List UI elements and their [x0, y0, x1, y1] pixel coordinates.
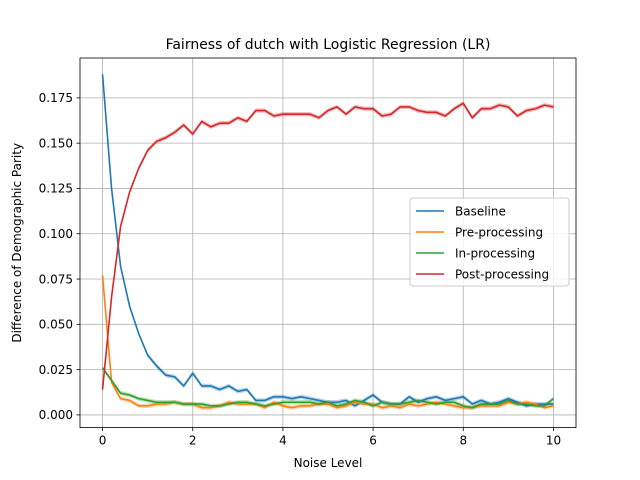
x-axis-ticks: 0 2 4 6 8 10: [99, 427, 561, 448]
legend-label-in-processing: In-processing: [455, 246, 535, 260]
confidence-bands: [102, 72, 554, 410]
series-lines: [101, 74, 554, 409]
legend: Baseline Pre-processing In-processing Post-…: [409, 197, 570, 287]
x-tick-label: 4: [279, 434, 287, 448]
chart-title: Fairness of dutch with Logistic Regressi…: [166, 37, 491, 53]
in-processing-line: [101, 367, 554, 409]
y-axis-ticks: 0.000 0.025 0.050 0.075 0.100 0.125 0.150 0.175: [39, 91, 80, 422]
y-tick-label: 0.150: [39, 136, 73, 150]
y-axis-label: Difference of Demographic Parity: [10, 143, 24, 343]
x-tick-label: 8: [459, 434, 467, 448]
legend-label-baseline: Baseline: [455, 204, 506, 218]
x-tick-label: 6: [369, 434, 377, 448]
legend-label-pre-processing: Pre-processing: [455, 225, 543, 239]
plot-area-frame: [79, 57, 577, 429]
in-processing-band: [102, 365, 554, 410]
x-tick-label: 0: [99, 434, 107, 448]
legend-label-post-processing: Post-processing: [455, 267, 549, 281]
x-axis-label: Noise Level: [294, 456, 363, 470]
y-tick-label: 0.125: [39, 182, 73, 196]
y-tick-label: 0.025: [39, 363, 73, 377]
post-processing-line: [101, 102, 554, 390]
y-tick-label: 0.175: [39, 91, 73, 105]
legend-box: [409, 197, 570, 287]
x-tick-label: 2: [189, 434, 197, 448]
y-tick-label: 0.100: [39, 227, 73, 241]
y-tick-label: 0.075: [39, 272, 73, 286]
x-tick-label: 10: [546, 434, 561, 448]
y-tick-label: 0.000: [39, 408, 73, 422]
y-tick-label: 0.050: [39, 318, 73, 332]
